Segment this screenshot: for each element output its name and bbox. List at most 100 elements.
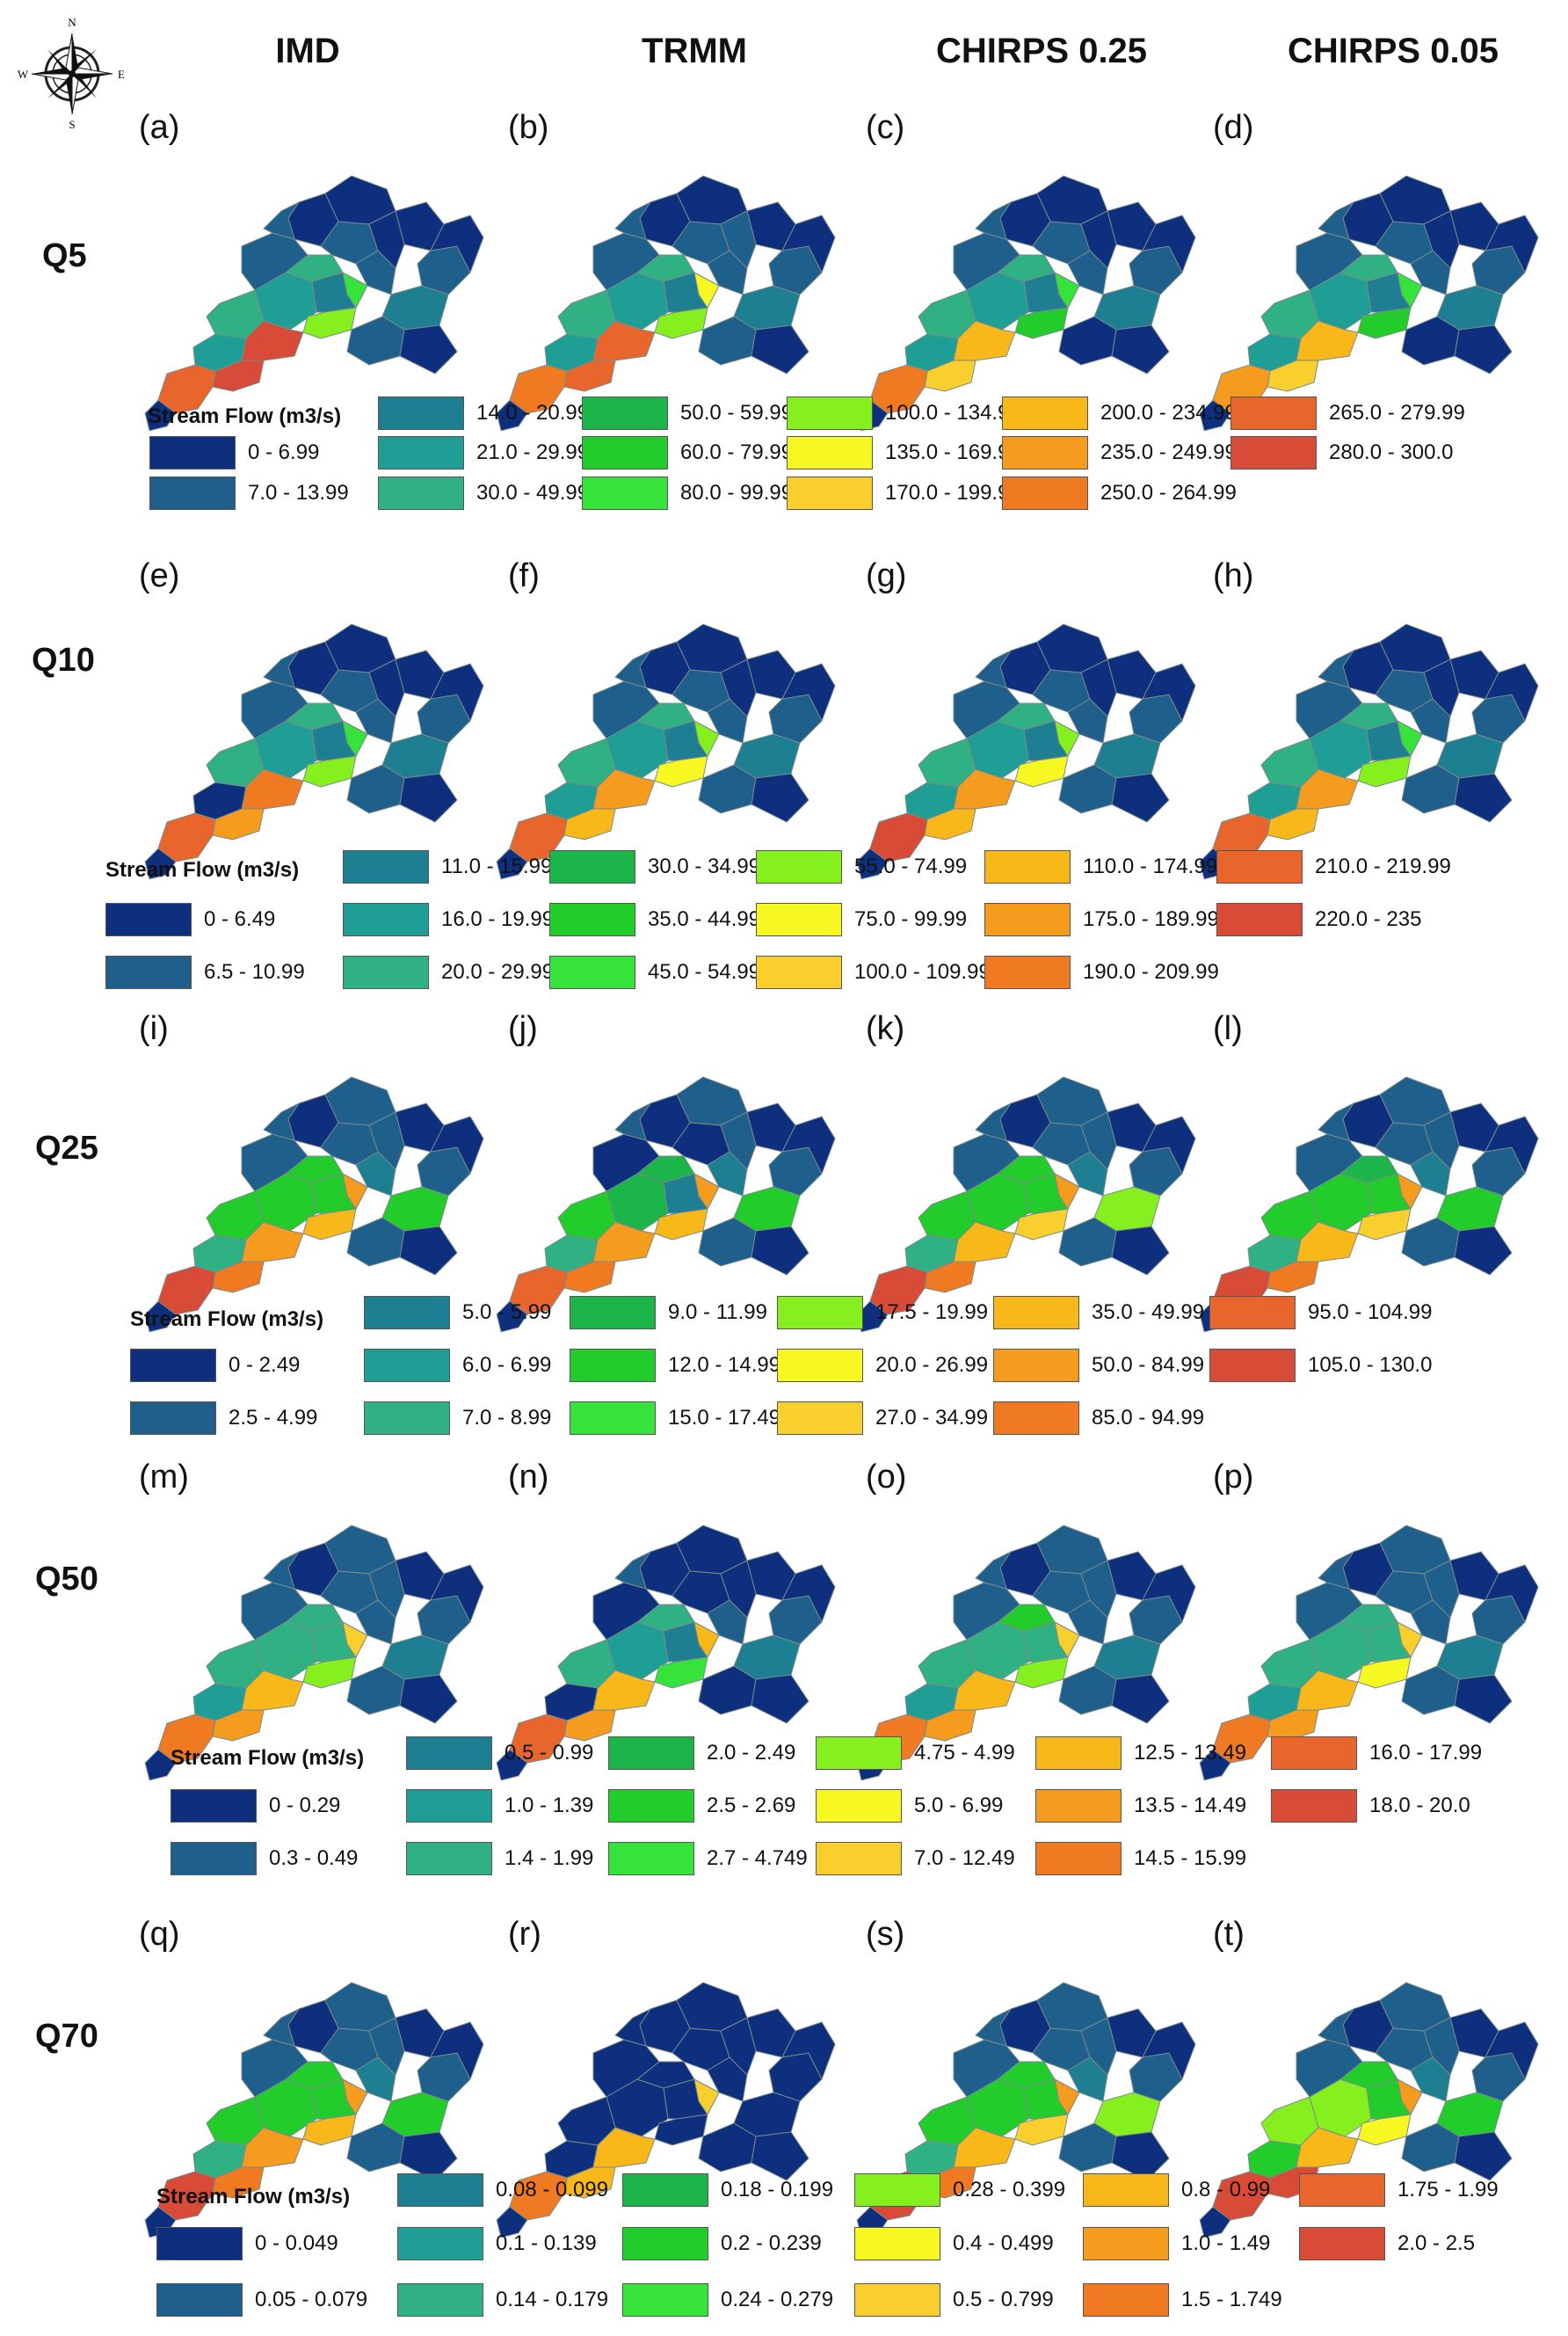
legend-item: 5.0 - 6.99 (816, 1788, 1003, 1823)
legend-swatch (993, 1349, 1079, 1382)
basin-map (856, 1076, 1196, 1333)
panel-label: (e) (139, 557, 180, 594)
sub-basin (1423, 1560, 1460, 1619)
sub-basin (430, 663, 484, 723)
legend-range-label: 0.8 - 0.99 (1181, 2178, 1271, 2201)
legend-item: 45.0 - 54.99 (549, 955, 760, 990)
sub-basin (263, 1550, 301, 1590)
legend-range-label: 30.0 - 34.99 (648, 855, 761, 878)
legend-range-label: 14.5 - 15.99 (1134, 1846, 1247, 1870)
legend-range-label: 50.0 - 59.99 (680, 401, 794, 425)
legend-item: 75.0 - 99.99 (756, 902, 967, 937)
sub-basin (1454, 2131, 1513, 2181)
legend-swatch (1271, 1789, 1357, 1823)
legend-range-label: 0.14 - 0.179 (496, 2288, 609, 2311)
legend-swatch (854, 2227, 940, 2260)
panel-label: (g) (866, 557, 907, 594)
legend-range-label: 18.0 - 20.0 (1369, 1794, 1470, 1817)
sub-basin (399, 2131, 458, 2181)
legend-swatch (787, 436, 873, 469)
legend-item: 16.0 - 19.99 (343, 902, 554, 937)
legend-range-label: 100.0 - 109.99 (854, 960, 991, 984)
legend-swatch (549, 850, 635, 884)
legend-range-label: 0.05 - 0.079 (255, 2288, 368, 2311)
legend-item: 100.0 - 134.99 (787, 396, 1021, 431)
sub-basin (720, 210, 757, 269)
sub-basin (751, 1674, 809, 1724)
legend-item: 2.0 - 2.49 (608, 1736, 795, 1771)
legend-range-label: 35.0 - 44.99 (648, 907, 761, 931)
legend-item: 80.0 - 99.99 (582, 476, 793, 511)
sub-basin (355, 2056, 396, 2102)
sub-basin (509, 1265, 568, 1315)
panel-label: (a) (139, 109, 180, 146)
legend-swatch (156, 2227, 243, 2260)
legend-item: 50.0 - 59.99 (582, 396, 793, 431)
legend-swatch (397, 2173, 483, 2207)
panel-label: (q) (139, 1916, 180, 1953)
legend-swatch (816, 1789, 902, 1823)
legend-item: 210.0 - 219.99 (1216, 849, 1451, 884)
legend-swatch (343, 903, 429, 936)
sub-basin (157, 2171, 216, 2221)
legend-range-label: 0 - 6.49 (204, 907, 276, 931)
legend-range-label: 0 - 6.99 (248, 440, 320, 464)
sub-basin (368, 210, 405, 269)
legend-swatch (1271, 1736, 1357, 1770)
legend-range-label: 1.5 - 1.749 (1181, 2288, 1282, 2311)
legend-item: 0.3 - 0.49 (171, 1841, 358, 1876)
legend-range-label: 45.0 - 54.99 (648, 960, 761, 984)
legend-range-label: 1.0 - 1.39 (505, 1794, 594, 1817)
legend-item: 30.0 - 34.99 (549, 849, 760, 884)
legend-item: 27.0 - 34.99 (777, 1401, 988, 1436)
legend-item: 2.0 - 2.5 (1299, 2226, 1475, 2261)
legend-swatch (1216, 903, 1303, 936)
sub-basin (975, 1102, 1013, 1141)
sub-basin (1111, 324, 1170, 375)
sub-basin (157, 1714, 216, 1764)
sub-basin (157, 812, 216, 862)
sub-basin (1318, 1550, 1355, 1590)
basin-map (1199, 175, 1539, 432)
sub-basin (1111, 1226, 1170, 1276)
legend-swatch (777, 1349, 863, 1382)
legend-title: Stream Flow (m3/s) (130, 1307, 324, 1331)
legend-swatch (777, 1296, 863, 1329)
row-label: Q25 (35, 1130, 98, 1167)
legend-item: 1.75 - 1.99 (1299, 2172, 1499, 2208)
row-label: Q5 (42, 237, 87, 274)
legend-range-label: 15.0 - 17.49 (668, 1406, 781, 1430)
legend-item: 0.4 - 0.499 (854, 2226, 1054, 2261)
legend-item: 0.08 - 0.099 (397, 2172, 608, 2208)
legend-swatch (105, 903, 192, 936)
legend-range-label: 21.0 - 29.99 (476, 440, 590, 464)
panel-label: (t) (1213, 1916, 1245, 1953)
legend-swatch (406, 1842, 492, 1875)
panel-label: (p) (1213, 1459, 1254, 1495)
panel-label: (f) (508, 557, 540, 594)
legend-swatch (1216, 850, 1303, 884)
legend-item: 0.05 - 0.079 (156, 2282, 367, 2318)
sub-basin (509, 812, 568, 862)
legend-range-label: 280.0 - 300.0 (1329, 440, 1454, 464)
sub-basin (1410, 2056, 1451, 2102)
sub-basin (157, 1265, 216, 1315)
legend-swatch (854, 2283, 940, 2317)
legend-item: 16.0 - 17.99 (1271, 1736, 1482, 1771)
legend-range-label: 0.4 - 0.499 (953, 2231, 1054, 2255)
legend-item: 35.0 - 49.99 (993, 1295, 1204, 1330)
sub-basin (509, 1714, 568, 1764)
panel-label: (h) (1213, 557, 1254, 594)
basin-map (856, 623, 1196, 880)
basin-map (496, 623, 836, 880)
legend-swatch (787, 477, 873, 510)
sub-basin (1111, 773, 1170, 823)
sub-basin (1318, 1102, 1355, 1141)
sub-basin (751, 773, 809, 823)
sub-basin (707, 2056, 748, 2102)
row-label: Q10 (32, 642, 95, 679)
legend-range-label: 6.0 - 6.99 (462, 1353, 552, 1377)
legend-swatch (397, 2227, 483, 2260)
column-header: TRMM (642, 32, 747, 70)
legend-item: 265.0 - 279.99 (1230, 396, 1465, 431)
